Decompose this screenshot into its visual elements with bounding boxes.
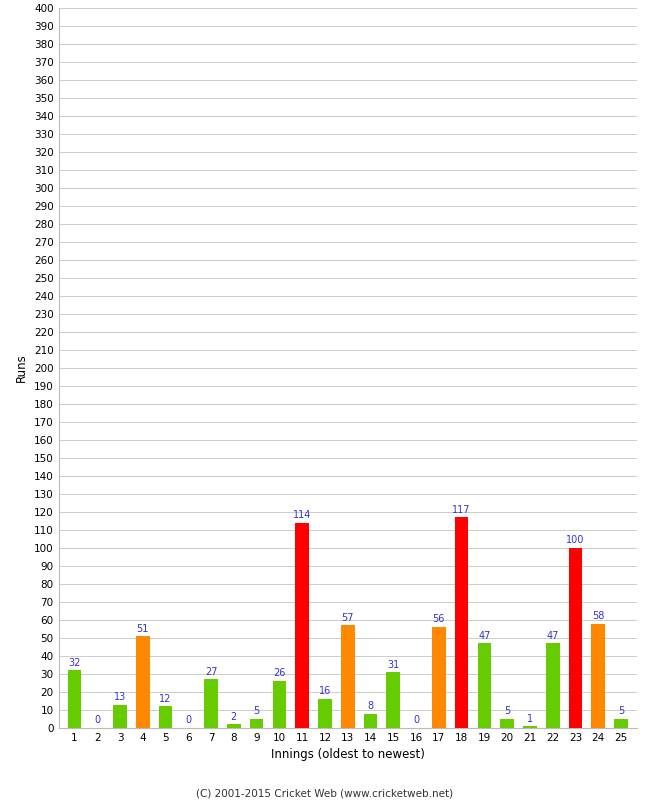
Text: 31: 31 [387,659,400,670]
Text: 5: 5 [504,706,510,716]
Text: 32: 32 [68,658,81,668]
Bar [614,719,628,728]
Text: 16: 16 [319,686,331,697]
Bar [250,719,263,728]
Bar [455,518,469,728]
Bar [523,726,537,728]
Text: 0: 0 [413,715,419,726]
Text: 47: 47 [547,630,559,641]
Bar [478,643,491,728]
X-axis label: Innings (oldest to newest): Innings (oldest to newest) [271,749,424,762]
Bar [295,523,309,728]
Text: 12: 12 [159,694,172,704]
Text: 1: 1 [527,714,533,723]
Bar [569,548,582,728]
Text: 47: 47 [478,630,491,641]
Bar [546,643,560,728]
Bar [592,624,605,728]
Text: 5: 5 [254,706,260,716]
Bar [364,714,378,728]
Text: 26: 26 [273,669,285,678]
Text: 57: 57 [341,613,354,622]
Text: 100: 100 [566,535,585,546]
Bar [68,670,81,728]
Bar [159,706,172,728]
Bar [227,725,240,728]
Text: 2: 2 [231,712,237,722]
Bar [500,719,514,728]
Y-axis label: Runs: Runs [16,354,29,382]
Text: 27: 27 [205,666,217,677]
Bar [204,679,218,728]
Text: 13: 13 [114,692,126,702]
Bar [432,627,446,728]
Text: (C) 2001-2015 Cricket Web (www.cricketweb.net): (C) 2001-2015 Cricket Web (www.cricketwe… [196,788,454,798]
Text: 0: 0 [94,715,100,726]
Bar [136,636,150,728]
Bar [341,626,355,728]
Text: 51: 51 [136,623,149,634]
Bar [113,705,127,728]
Text: 56: 56 [433,614,445,625]
Text: 117: 117 [452,505,471,514]
Text: 8: 8 [367,701,374,711]
Text: 5: 5 [618,706,624,716]
Bar [387,672,400,728]
Bar [272,682,286,728]
Text: 114: 114 [293,510,311,520]
Text: 0: 0 [185,715,191,726]
Bar [318,699,332,728]
Text: 58: 58 [592,611,604,621]
